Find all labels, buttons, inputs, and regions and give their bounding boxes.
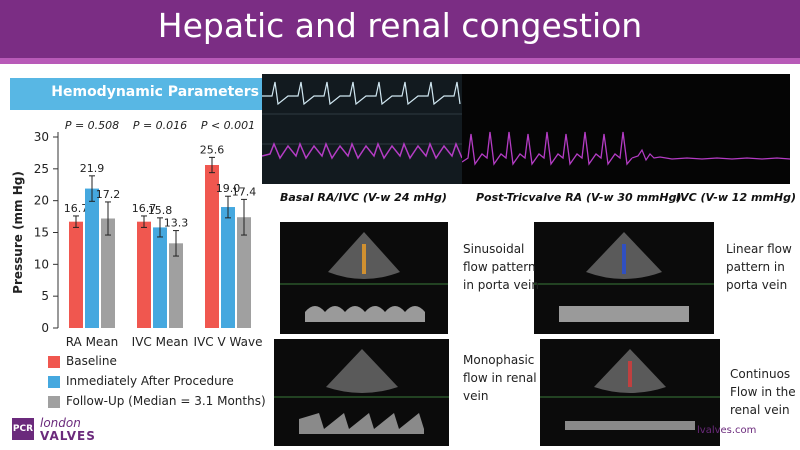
category-label-1: IVC Mean — [132, 335, 189, 349]
ultrasound-label-sinusoidal: Sinusoidal flow pattern in porta vein — [463, 240, 539, 294]
bar-chart: 0 5 10 15 20 25 30 Pressure (mm Hg) P = 0.508 RA … — [11, 119, 263, 349]
p-value-label-1: P = 0.016 — [133, 119, 187, 132]
ultrasound-label-linear-line1: Linear flow — [726, 242, 792, 256]
y-tick-label-3: 15 — [34, 226, 49, 240]
chart-banner-title: Hemodynamic Parameters — [51, 84, 259, 100]
ultrasound-porta-linear — [534, 222, 714, 334]
ultrasound-label-monophasic-line1: Monophasic — [463, 353, 535, 367]
y-axis-label: Pressure (mm Hg) — [11, 171, 25, 294]
y-tick-label-0: 0 — [41, 321, 49, 335]
y-tick-label-6: 30 — [34, 130, 49, 144]
ultrasound-label-linear-line3: porta vein — [726, 278, 788, 292]
waveform-basal-trace — [262, 74, 462, 184]
slide-title: Hepatic and renal congestion — [157, 6, 643, 45]
waveform-caption-ivc: IVC (V-w 12 mmHg) — [676, 191, 796, 204]
ultrasound-label-continuous-line1: Continuos — [730, 367, 791, 381]
ultrasound-renal-continuous-image — [540, 339, 720, 446]
logo-pcr-box: PCR — [12, 418, 34, 440]
legend-swatch-immediate — [48, 376, 60, 388]
y-tick-label-4: 20 — [34, 194, 49, 208]
waveform-post — [462, 74, 632, 184]
legend-label-followup: Follow-Up (Median = 3.1 Months) — [66, 394, 266, 408]
bar-0-2 — [101, 218, 115, 328]
bar-1-0 — [137, 221, 151, 328]
value-label-1-2: 13.3 — [164, 217, 189, 230]
legend-label-immediate: Inmediately After Procedure — [66, 374, 234, 388]
ultrasound-label-continuous-line2: Flow in the — [730, 385, 796, 399]
legend-swatch-baseline — [48, 356, 60, 368]
bar-2-1 — [221, 207, 235, 328]
ultrasound-label-continuous-line3: renal vein — [730, 403, 790, 417]
value-label-2-0: 25.6 — [200, 143, 225, 156]
ultrasound-label-sinusoidal-line1: Sinusoidal — [463, 242, 525, 256]
category-label-2: IVC V Wave — [194, 335, 263, 349]
website-link[interactable]: lvalves.com — [697, 425, 757, 436]
logo-london-text: london — [40, 416, 81, 430]
ultrasound-label-sinusoidal-line3: in porta vein — [463, 278, 539, 292]
waveform-basal — [262, 74, 462, 184]
legend-label-baseline: Baseline — [66, 354, 117, 368]
bar-2-2 — [237, 217, 251, 328]
ultrasound-label-monophasic: Monophasic flow in renal vein — [463, 351, 537, 405]
ultrasound-renal-continuous — [540, 339, 720, 446]
y-tick-label-1: 5 — [41, 289, 49, 303]
bar-0-0 — [69, 221, 83, 328]
chart-panel: Hemodynamic Parameters 0 5 10 15 20 25 30 Press… — [0, 72, 272, 417]
waveform-caption-post: Post-Tricvalve RA (V-w 30 mmHg) — [476, 191, 682, 204]
value-label-2-1: 19.0 — [216, 182, 241, 195]
legend-swatch-followup — [48, 396, 60, 408]
chart-banner: Hemodynamic Parameters — [10, 78, 267, 110]
bar-1-2 — [169, 243, 183, 328]
bar-2-0 — [205, 165, 219, 328]
p-value-label-2: P < 0.001 — [201, 119, 255, 132]
ultrasound-label-linear-line2: pattern in — [726, 260, 785, 274]
bar-1-1 — [153, 227, 167, 328]
value-label-0-1: 21.9 — [80, 162, 105, 175]
ultrasound-label-sinusoidal-line2: flow pattern — [463, 260, 536, 274]
y-tick-label-2: 10 — [34, 257, 49, 271]
ultrasound-label-monophasic-line2: flow in renal — [463, 371, 537, 385]
logo-valves-text: VALVES — [40, 429, 96, 443]
value-label-2-2: 17.4 — [232, 185, 257, 198]
ultrasound-porta-sinusoidal-image — [280, 222, 448, 334]
value-label-1-1: 15.8 — [148, 204, 173, 217]
bar-0-1 — [85, 188, 99, 328]
y-tick-label-5: 25 — [34, 162, 49, 176]
value-label-0-2: 17.2 — [96, 188, 121, 201]
p-value-label-0: P = 0.508 — [65, 119, 119, 132]
waveform-caption-basal: Basal RA/IVC (V-w 24 mHg) — [280, 191, 447, 204]
waveform-ivc-trace — [632, 74, 790, 184]
header-accent-bar — [0, 58, 800, 64]
ultrasound-renal-monophasic-image — [274, 339, 449, 446]
waveform-ivc — [632, 74, 790, 184]
ultrasound-label-monophasic-line3: vein — [463, 389, 489, 403]
ultrasound-label-continuous: Continuos Flow in the renal vein — [730, 365, 796, 419]
ultrasound-label-linear: Linear flow pattern in porta vein — [726, 240, 792, 294]
ultrasound-renal-monophasic — [274, 339, 449, 446]
slide-header: Hepatic and renal congestion — [0, 0, 800, 64]
ultrasound-porta-linear-image — [534, 222, 714, 334]
waveform-post-trace — [462, 74, 632, 184]
pcr-london-valves-logo: PCR london VALVES — [12, 416, 132, 446]
ultrasound-porta-sinusoidal — [280, 222, 448, 334]
value-label-1-0: 16.7 — [132, 202, 157, 215]
value-label-0-0: 16.7 — [64, 202, 89, 215]
category-label-0: RA Mean — [66, 335, 119, 349]
